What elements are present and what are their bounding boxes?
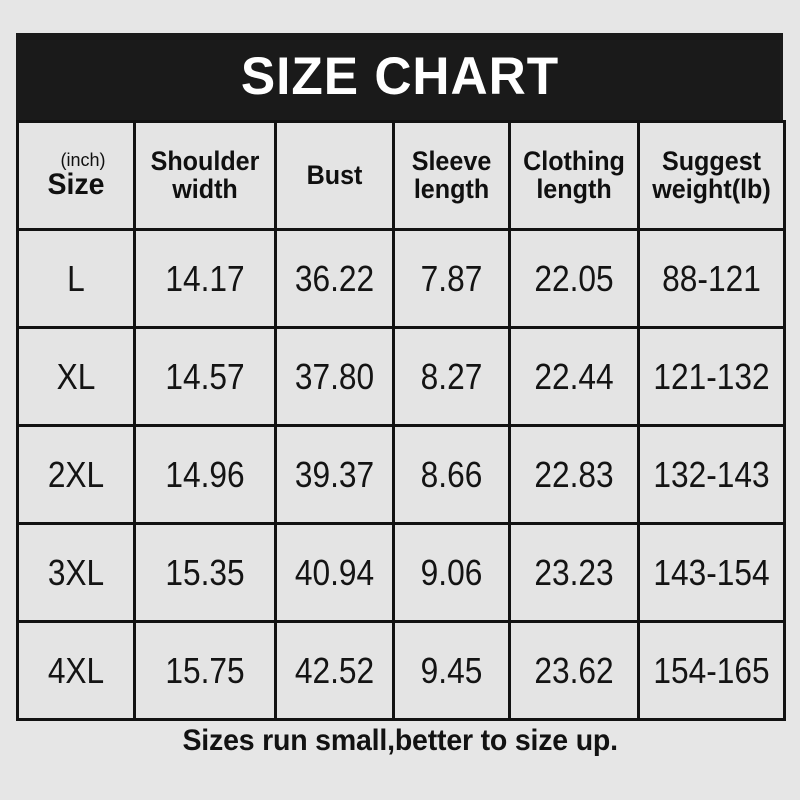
value-shoulder-width: 14.96 bbox=[165, 453, 245, 495]
cell-sleeve-length: 8.66 bbox=[392, 424, 511, 525]
header-label-shoulder-line2: width bbox=[172, 173, 238, 204]
value-suggest-weight: 88-121 bbox=[662, 257, 761, 299]
cell-size: 4XL bbox=[16, 620, 136, 721]
value-clothing-length: 23.62 bbox=[534, 649, 614, 691]
header-cell-sleeve-length: Sleeve length bbox=[392, 120, 511, 231]
cell-clothing-length: 23.23 bbox=[508, 522, 640, 623]
size-chart-table: (inch) Size Shoulder width Bust Sleeve l… bbox=[16, 120, 786, 721]
cell-shoulder-width: 15.75 bbox=[133, 620, 277, 721]
value-suggest-weight: 121-132 bbox=[653, 355, 770, 397]
value-clothing-length: 22.83 bbox=[534, 453, 614, 495]
value-bust: 40.94 bbox=[294, 551, 375, 593]
cell-clothing-length: 22.44 bbox=[508, 326, 640, 427]
header-label-weight-line1: Suggest bbox=[661, 145, 762, 176]
table-row: 3XL 15.35 40.94 9.06 23.23 143-154 bbox=[16, 522, 786, 623]
value-shoulder-width: 14.57 bbox=[165, 355, 245, 397]
cell-bust: 37.80 bbox=[274, 326, 395, 427]
cell-bust: 40.94 bbox=[274, 522, 395, 623]
value-bust: 39.37 bbox=[294, 453, 375, 495]
cell-clothing-length: 22.83 bbox=[508, 424, 640, 525]
value-clothing-length: 22.44 bbox=[534, 355, 614, 397]
value-clothing-length: 22.05 bbox=[534, 257, 614, 299]
cell-sleeve-length: 7.87 bbox=[392, 228, 511, 329]
value-size: 2XL bbox=[47, 453, 105, 495]
cell-size: 3XL bbox=[16, 522, 136, 623]
value-bust: 42.52 bbox=[294, 649, 375, 691]
value-size: 3XL bbox=[47, 551, 105, 593]
header-label-bust: Bust bbox=[306, 159, 363, 190]
cell-suggest-weight: 132-143 bbox=[637, 424, 786, 525]
header-label-sleeve-line1: Sleeve bbox=[411, 145, 492, 176]
cell-shoulder-width: 15.35 bbox=[133, 522, 277, 623]
cell-clothing-length: 22.05 bbox=[508, 228, 640, 329]
value-suggest-weight: 154-165 bbox=[653, 649, 770, 691]
header-cell-clothing-length: Clothing length bbox=[508, 120, 640, 231]
header-cell-shoulder-width: Shoulder width bbox=[133, 120, 277, 231]
table-row: XL 14.57 37.80 8.27 22.44 121-132 bbox=[16, 326, 786, 427]
value-shoulder-width: 15.75 bbox=[165, 649, 245, 691]
table-header: (inch) Size Shoulder width Bust Sleeve l… bbox=[16, 120, 786, 231]
cell-sleeve-length: 8.27 bbox=[392, 326, 511, 427]
page-title: SIZE CHART bbox=[240, 47, 559, 106]
table-body: L 14.17 36.22 7.87 22.05 88-121 XL 14.57… bbox=[16, 228, 786, 721]
title-banner: SIZE CHART bbox=[16, 33, 783, 120]
table-row: L 14.17 36.22 7.87 22.05 88-121 bbox=[16, 228, 786, 329]
table-row: 2XL 14.96 39.37 8.66 22.83 132-143 bbox=[16, 424, 786, 525]
cell-bust: 42.52 bbox=[274, 620, 395, 721]
sizing-advice-note: Sizes run small,better to size up. bbox=[0, 724, 800, 758]
cell-suggest-weight: 143-154 bbox=[637, 522, 786, 623]
cell-bust: 39.37 bbox=[274, 424, 395, 525]
header-cell-size: (inch) Size bbox=[16, 120, 136, 231]
cell-size: L bbox=[16, 228, 136, 329]
header-cell-bust: Bust bbox=[274, 120, 395, 231]
header-row: (inch) Size Shoulder width Bust Sleeve l… bbox=[16, 120, 786, 231]
sizing-advice-text: Sizes run small,better to size up. bbox=[182, 724, 618, 757]
header-label-sleeve-line2: length bbox=[413, 173, 490, 204]
header-label-shoulder-line1: Shoulder bbox=[150, 145, 260, 176]
value-size: XL bbox=[56, 355, 96, 397]
value-shoulder-width: 15.35 bbox=[165, 551, 245, 593]
value-sleeve-length: 7.87 bbox=[420, 257, 483, 299]
header-label-size: Size bbox=[47, 168, 105, 201]
cell-bust: 36.22 bbox=[274, 228, 395, 329]
cell-size: 2XL bbox=[16, 424, 136, 525]
value-bust: 37.80 bbox=[294, 355, 375, 397]
value-suggest-weight: 132-143 bbox=[653, 453, 770, 495]
value-bust: 36.22 bbox=[294, 257, 375, 299]
cell-sleeve-length: 9.06 bbox=[392, 522, 511, 623]
value-sleeve-length: 8.27 bbox=[420, 355, 483, 397]
cell-sleeve-length: 9.45 bbox=[392, 620, 511, 721]
header-label-weight-line2: weight(lb) bbox=[652, 173, 771, 204]
header-label-clothing-line1: Clothing bbox=[523, 145, 625, 176]
cell-shoulder-width: 14.96 bbox=[133, 424, 277, 525]
cell-suggest-weight: 121-132 bbox=[637, 326, 786, 427]
value-sleeve-length: 9.45 bbox=[420, 649, 483, 691]
value-shoulder-width: 14.17 bbox=[165, 257, 245, 299]
header-label-clothing-line2: length bbox=[536, 173, 612, 204]
value-size: L bbox=[67, 257, 85, 299]
cell-size: XL bbox=[16, 326, 136, 427]
cell-suggest-weight: 154-165 bbox=[637, 620, 786, 721]
unit-label: (inch) bbox=[60, 150, 106, 170]
value-suggest-weight: 143-154 bbox=[653, 551, 770, 593]
cell-clothing-length: 23.62 bbox=[508, 620, 640, 721]
table-row: 4XL 15.75 42.52 9.45 23.62 154-165 bbox=[16, 620, 786, 721]
value-clothing-length: 23.23 bbox=[534, 551, 614, 593]
value-sleeve-length: 9.06 bbox=[420, 551, 483, 593]
header-cell-suggest-weight: Suggest weight(lb) bbox=[637, 120, 786, 231]
value-size: 4XL bbox=[47, 649, 105, 691]
cell-shoulder-width: 14.17 bbox=[133, 228, 277, 329]
value-sleeve-length: 8.66 bbox=[420, 453, 483, 495]
cell-suggest-weight: 88-121 bbox=[637, 228, 786, 329]
cell-shoulder-width: 14.57 bbox=[133, 326, 277, 427]
